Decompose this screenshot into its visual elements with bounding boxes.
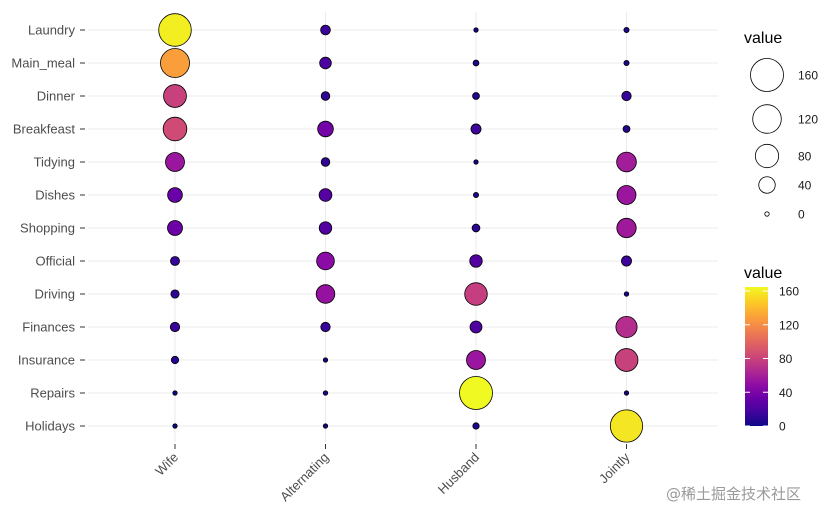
data-point xyxy=(322,390,329,396)
size-legend-label: 0 xyxy=(798,208,805,222)
y-tick-label: Dishes xyxy=(35,188,75,203)
data-point xyxy=(167,187,183,203)
data-point xyxy=(466,350,486,370)
data-point xyxy=(472,59,480,67)
size-legend-key xyxy=(764,211,770,217)
y-axis-labels: Laundry Main_meal Dinner Breakfeast Tidying D… xyxy=(11,23,85,434)
data-point xyxy=(165,152,185,172)
data-point xyxy=(472,191,480,199)
size-legend-key xyxy=(754,143,780,169)
data-point xyxy=(160,48,190,78)
data-point xyxy=(163,84,187,108)
y-tick-label: Dinner xyxy=(37,89,76,104)
data-point xyxy=(622,125,631,133)
data-point xyxy=(621,255,632,267)
data-point xyxy=(172,423,178,429)
data-point xyxy=(623,390,630,396)
colorbar-label: 80 xyxy=(779,352,793,366)
colorbar-label: 0 xyxy=(779,420,786,434)
y-tick-label: Holidays xyxy=(25,419,75,434)
colorbar xyxy=(745,287,768,426)
color-legend-title: value xyxy=(744,265,782,282)
data-point xyxy=(471,223,481,233)
data-point xyxy=(169,321,181,333)
data-point xyxy=(473,27,479,33)
data-point xyxy=(609,409,644,443)
data-point xyxy=(616,151,637,173)
data-point xyxy=(320,157,331,167)
size-legend-key xyxy=(758,176,776,194)
data-point xyxy=(320,91,331,101)
y-tick-label: Laundry xyxy=(28,23,75,38)
data-point xyxy=(167,220,183,236)
data-point xyxy=(616,217,637,239)
color-legend: value 160 120 80 40 0 xyxy=(744,265,799,434)
y-tick-label: Driving xyxy=(35,287,75,302)
data-point xyxy=(472,422,480,430)
size-legend-key xyxy=(750,58,784,92)
x-tick-label: Jointly xyxy=(596,449,633,486)
y-tick-label: Repairs xyxy=(30,386,75,401)
data-point xyxy=(170,256,180,266)
data-point xyxy=(459,376,493,410)
colorbar-label: 40 xyxy=(779,386,793,400)
data-point xyxy=(317,120,334,138)
x-tick-label: Husband xyxy=(435,450,482,497)
data-point xyxy=(315,284,336,304)
data-point xyxy=(469,254,483,268)
y-tick-label: Breakfeast xyxy=(13,122,76,137)
data-point xyxy=(158,13,192,47)
data-point xyxy=(162,116,188,142)
data-point xyxy=(614,348,639,372)
data-point xyxy=(623,26,630,34)
x-axis-labels: Wife Alternating Husband Jointly xyxy=(152,444,633,504)
data-point xyxy=(320,24,331,36)
y-tick-label: Main_meal xyxy=(11,56,75,71)
colorbar-label: 160 xyxy=(779,285,799,299)
size-legend-title: value xyxy=(744,30,782,47)
data-point xyxy=(623,59,630,67)
data-point xyxy=(623,291,630,297)
data-point xyxy=(319,56,332,70)
data-point xyxy=(320,321,331,333)
size-legend-key xyxy=(752,104,782,134)
data-point xyxy=(464,282,488,306)
y-tick-label: Official xyxy=(36,254,76,269)
data-points xyxy=(158,13,644,443)
y-tick-label: Shopping xyxy=(20,221,75,236)
data-point xyxy=(170,355,180,365)
data-point xyxy=(318,188,333,202)
data-point xyxy=(170,289,180,299)
colorbar-label: 120 xyxy=(779,318,799,332)
size-legend: value 160 120 80 40 0 xyxy=(744,30,818,222)
data-point xyxy=(322,357,329,363)
data-point xyxy=(616,185,637,205)
size-legend-label: 160 xyxy=(798,69,818,83)
data-point xyxy=(473,159,479,165)
y-tick-label: Insurance xyxy=(18,353,75,368)
size-legend-label: 80 xyxy=(798,150,812,164)
data-point xyxy=(615,316,638,338)
data-point xyxy=(469,320,483,334)
y-tick-label: Tidying xyxy=(34,155,75,170)
watermark: @稀土掘金技术社区 xyxy=(666,485,801,503)
data-point xyxy=(316,251,335,271)
size-legend-label: 120 xyxy=(798,113,818,127)
data-point xyxy=(472,92,480,100)
y-tick-label: Finances xyxy=(22,320,75,335)
x-tick-label: Wife xyxy=(152,450,181,479)
data-point xyxy=(322,423,329,429)
data-point xyxy=(470,123,482,135)
size-legend-label: 40 xyxy=(798,179,812,193)
data-point xyxy=(621,90,632,102)
data-point xyxy=(318,221,333,235)
x-tick-label: Alternating xyxy=(277,450,332,505)
data-point xyxy=(172,390,178,396)
